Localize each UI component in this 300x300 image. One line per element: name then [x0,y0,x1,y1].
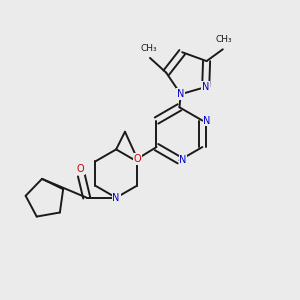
Text: N: N [203,116,211,126]
Text: CH₃: CH₃ [216,35,232,44]
Text: N: N [179,155,187,165]
Text: N: N [202,82,209,92]
Text: O: O [76,164,84,174]
Text: CH₃: CH₃ [140,44,157,53]
Text: N: N [177,89,184,99]
Text: O: O [134,154,141,164]
Text: N: N [112,193,120,203]
